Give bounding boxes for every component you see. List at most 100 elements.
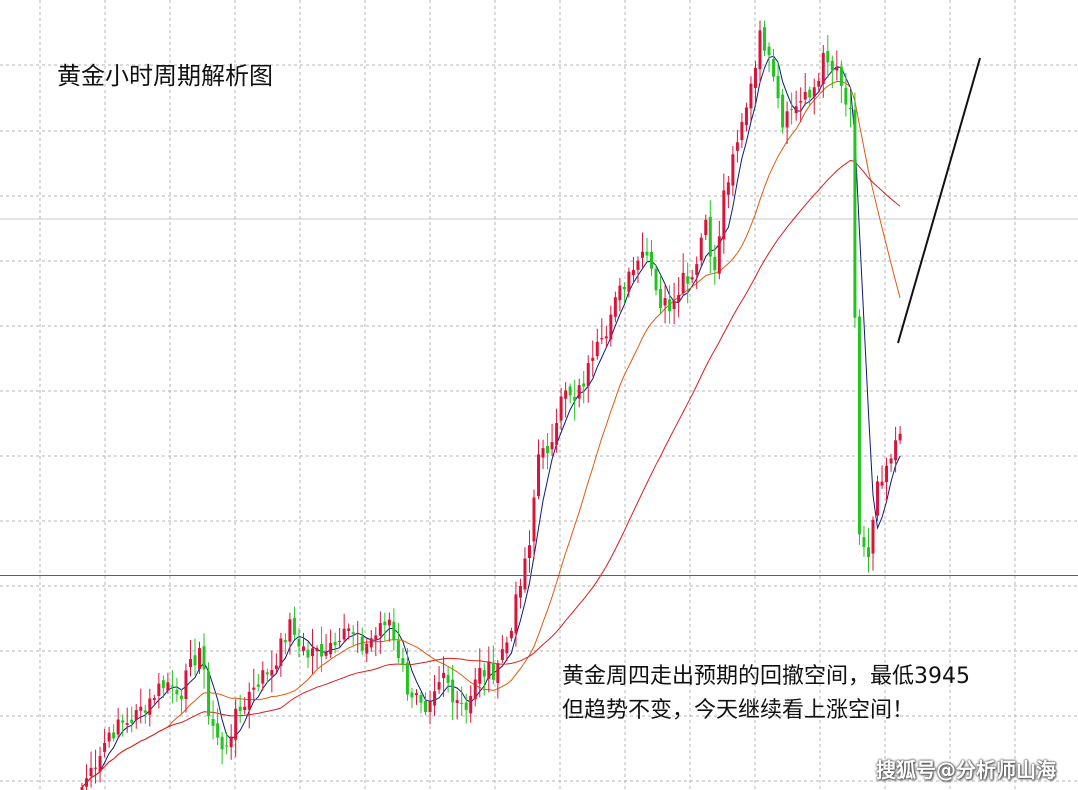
trend-arrow-line [897,57,981,344]
candle-body [695,264,699,275]
candle [627,267,631,298]
candle [618,278,622,312]
moving-average-lines [81,55,901,788]
candle [794,90,798,121]
candle [261,661,265,691]
candle [527,530,531,573]
candle-body [85,778,89,787]
candle-body [844,87,848,105]
candle-body [234,708,238,740]
candle-body [324,652,328,656]
candle-body [735,142,739,151]
candle-body [631,270,635,276]
candle [763,20,767,57]
candle-body [446,675,450,684]
candle-body [401,658,405,666]
candle [329,629,333,659]
candle [668,285,672,324]
candle-body [383,621,387,626]
candle-body [283,640,287,643]
candle-body [225,745,229,747]
candle-body [550,442,554,450]
candle [753,61,757,108]
candle [505,636,509,662]
candle-body [333,641,337,646]
candle [166,672,170,694]
candle-body [433,691,437,706]
candle-body [198,648,202,669]
candle-body [717,236,721,274]
candle-body [640,251,644,258]
candle-body [265,672,269,675]
candle-body [139,706,143,711]
candle-body [152,698,156,700]
candle-body [220,736,224,750]
candle-body [839,66,843,86]
candle-body [781,94,785,128]
candle [735,129,739,163]
candle-series [80,20,902,790]
candle [622,282,626,304]
candle [835,50,839,81]
candle-body [247,691,251,710]
candle-body [243,706,247,711]
candle [848,91,852,128]
candle [699,233,703,268]
candle-body [514,594,518,634]
candle [338,628,342,647]
candle-body [636,260,640,270]
candle [645,238,649,261]
candle [595,328,599,360]
candle [500,635,504,664]
candle [387,612,391,642]
analysis-note-line-1: 黄金周四走出预期的回撤空间，最低3945 [562,664,970,689]
candle [342,613,346,643]
candle [252,668,256,701]
candle-body [238,706,242,712]
candle [672,282,676,325]
candle-body [496,663,500,683]
candle [573,379,577,421]
candle-body [876,481,880,516]
candle [229,724,233,760]
candle [107,726,111,748]
candle [270,650,274,693]
candle-body [790,109,794,111]
analysis-note: 黄金周四走出预期的回撤空间，最低3945 但趋势不变，今天继续看上涨空间！ [562,660,970,728]
candle-body [537,454,541,497]
candle-body [292,617,296,635]
candle-body [469,695,473,714]
candle [663,283,667,324]
watermark-text: 搜狐号@分析师山海 [876,758,1056,782]
candle-body [410,692,414,698]
candle [568,383,572,404]
candle [301,632,305,656]
candle-body [405,662,409,695]
candle-body [505,642,509,654]
candle-body [509,630,513,639]
candle [659,274,663,315]
candle-body [329,643,333,655]
candle-body [523,558,527,590]
candle-body [731,154,735,186]
candle-body [451,679,455,703]
candle-body [604,336,608,339]
candle [98,746,102,783]
candle [469,685,473,723]
candle-body [794,106,798,114]
candle-body [130,719,134,723]
candle-body [356,632,360,634]
candle [776,62,780,109]
candle [356,621,360,653]
candle-body [414,693,418,696]
candle [523,547,527,593]
candle [482,663,486,696]
candle-body [713,256,717,271]
candle [690,269,694,284]
candle-body [311,648,315,657]
candle [582,370,586,404]
candle [631,257,635,284]
candle-body [817,80,821,87]
